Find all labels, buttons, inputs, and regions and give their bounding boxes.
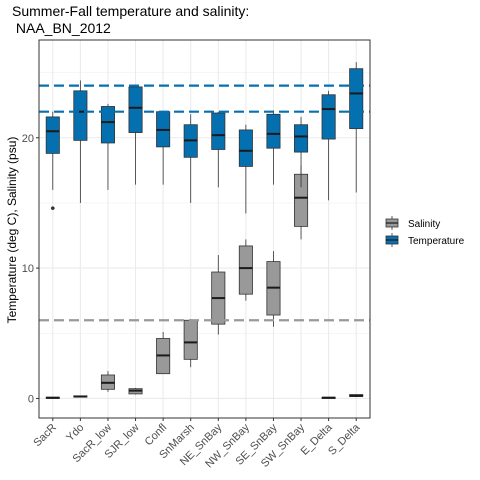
temperature-box-Ydo	[73, 80, 88, 203]
box-body	[238, 129, 253, 167]
salinity-box-SnMarsh	[183, 318, 198, 368]
chart-title-line2: NAA_BN_2012	[12, 20, 111, 36]
box-body	[294, 124, 309, 153]
box-body	[45, 116, 60, 154]
outlier-point	[50, 206, 55, 210]
box-body	[266, 113, 281, 149]
temperature-box-NW_SnBay	[238, 124, 253, 214]
temperature-box-SnMarsh	[183, 114, 198, 203]
box-body	[321, 94, 336, 140]
box-body	[211, 112, 226, 150]
legend: Salinity Temperature	[385, 216, 465, 247]
box-body	[128, 86, 143, 133]
salinity-box-NE_SnBay	[211, 255, 226, 335]
salinity-box-NW_SnBay	[238, 239, 253, 301]
y-tick-label: 20	[22, 133, 34, 145]
box-body	[100, 106, 115, 144]
salinity-box-SacR_low	[100, 371, 115, 392]
temperature-box-SJR_low	[128, 85, 143, 185]
legend-item-temperature: Temperature	[385, 233, 465, 247]
temperature-box-SacR	[45, 111, 60, 210]
salinity-box-E_Delta	[321, 396, 336, 399]
y-tick-label: 10	[22, 263, 34, 275]
salinity-box-S_Delta	[349, 394, 364, 398]
plot-background	[39, 40, 370, 418]
y-tick-label: 0	[28, 393, 34, 405]
x-tick-label: SacR	[31, 422, 59, 450]
box-body	[238, 245, 253, 295]
chart-title-line1: Summer-Fall temperature and salinity:	[12, 3, 249, 19]
plot-border	[38, 39, 371, 419]
salinity-box-SE_SnBay	[266, 251, 281, 327]
y-axis-label: Temperature (deg C), Salinity (psu)	[5, 137, 19, 324]
x-tick-label: Ydo	[64, 422, 86, 444]
temperature-box-SacR_low	[100, 103, 115, 190]
legend-label: Temperature	[408, 236, 465, 247]
temperature-box-SE_SnBay	[266, 110, 281, 185]
temperature-box-NE_SnBay	[211, 111, 226, 188]
box-body	[183, 319, 198, 360]
salinity-box-SJR_low	[128, 388, 143, 395]
legend-label: Salinity	[408, 219, 440, 230]
salinity-box-Ydo	[73, 395, 88, 398]
box-body	[349, 68, 364, 130]
temperature-box-E_Delta	[321, 90, 336, 201]
temperature-box-SW_SnBay	[294, 116, 309, 188]
x-tick-label: S_Delta	[326, 421, 363, 458]
salinity-box-SacR	[45, 396, 60, 399]
salinity-box-Confl	[156, 331, 171, 375]
box-body	[73, 90, 88, 141]
temperature-box-S_Delta	[349, 62, 364, 193]
legend-item-salinity: Salinity	[385, 216, 440, 230]
